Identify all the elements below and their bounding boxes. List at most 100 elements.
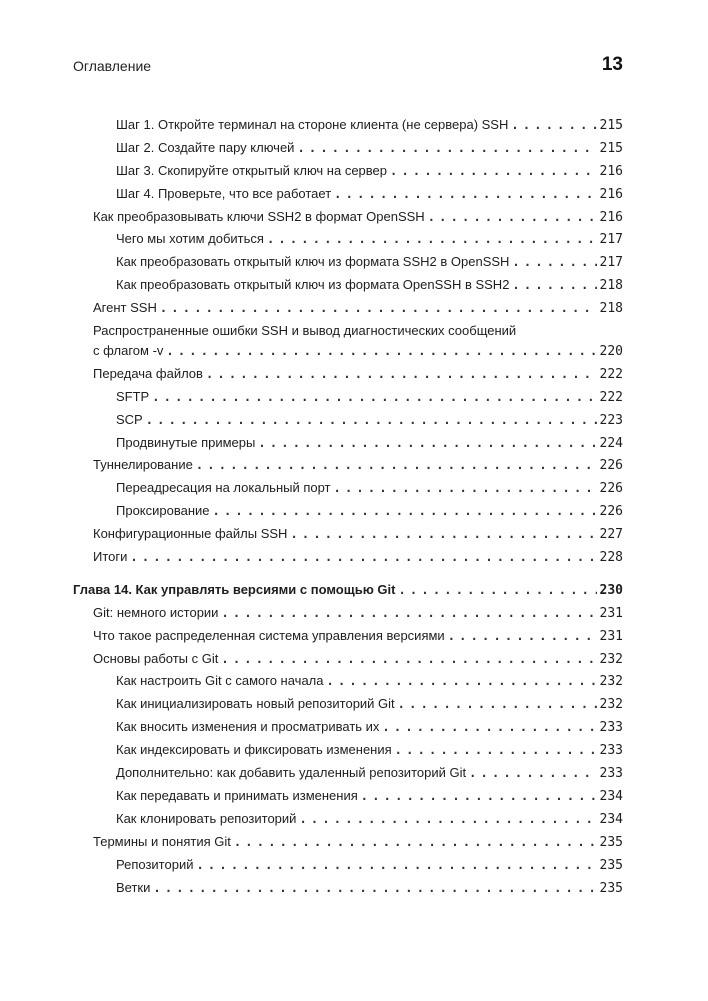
toc-entry[interactable]: Продвинутые примеры 224 bbox=[73, 435, 623, 458]
toc-entry-page: 233 bbox=[599, 766, 623, 782]
toc-entry-title: Передача файлов bbox=[93, 365, 203, 381]
toc-entry[interactable]: Git: немного истории 231 bbox=[73, 605, 623, 628]
toc-entry-page: 234 bbox=[599, 788, 623, 804]
dot-leader bbox=[382, 720, 596, 734]
dot-leader bbox=[213, 504, 597, 518]
toc-entry[interactable]: Дополнительно: как добавить удаленный ре… bbox=[73, 765, 623, 788]
toc-chapter-entry[interactable]: Глава 14. Как управлять версиями с помощ… bbox=[73, 582, 623, 605]
toc-entry-line[interactable]: Распространенные ошибки SSH и вывод диаг… bbox=[73, 323, 623, 343]
toc-entry[interactable]: Шаг 4. Проверьте, что все работает 216 bbox=[73, 186, 623, 209]
toc-entry-page: 218 bbox=[599, 278, 623, 294]
toc-entry-title: Чего мы хотим добиться bbox=[116, 231, 264, 247]
toc-entry[interactable]: Как клонировать репозиторий 234 bbox=[73, 811, 623, 834]
toc-entry-page: 217 bbox=[599, 255, 623, 271]
toc-entry-title: Агент SSH bbox=[93, 300, 157, 316]
toc-entry[interactable]: с флагом -v 220 bbox=[73, 343, 623, 366]
dot-leader bbox=[221, 652, 596, 666]
toc-entry-title: Основы работы с Git bbox=[93, 650, 219, 666]
toc-entry-page: 232 bbox=[599, 674, 623, 690]
toc-entry-page: 228 bbox=[599, 550, 623, 566]
toc-entry-title: Как преобразовать открытый ключ из форма… bbox=[116, 254, 510, 270]
dot-leader bbox=[196, 858, 596, 872]
toc-entry-page: 232 bbox=[599, 697, 623, 713]
toc-entry[interactable]: Конфигурационные файлы SSH 227 bbox=[73, 526, 623, 549]
toc-entry-title: Что такое распределенная система управле… bbox=[93, 627, 445, 643]
toc-entry-page: 230 bbox=[599, 582, 623, 598]
dot-leader bbox=[221, 606, 596, 620]
toc-entry[interactable]: Как настроить Git с самого начала 232 bbox=[73, 673, 623, 696]
dot-leader bbox=[206, 367, 597, 381]
dot-leader bbox=[390, 164, 597, 178]
toc-entry[interactable]: Проксирование 226 bbox=[73, 503, 623, 526]
toc-entry-title: SCP bbox=[116, 411, 143, 427]
dot-leader bbox=[290, 527, 596, 541]
toc-entry[interactable]: Шаг 2. Создайте пару ключей 215 bbox=[73, 140, 623, 163]
toc-entry[interactable]: Передача файлов 222 bbox=[73, 366, 623, 389]
toc-entry[interactable]: Как индексировать и фиксировать изменени… bbox=[73, 742, 623, 765]
toc-entry[interactable]: Переадресация на локальный порт 226 bbox=[73, 480, 623, 503]
toc-entry[interactable]: Как инициализировать новый репозиторий G… bbox=[73, 696, 623, 719]
toc-entry-page: 222 bbox=[599, 389, 623, 405]
dot-leader bbox=[166, 344, 596, 358]
dot-leader bbox=[512, 278, 596, 292]
toc-entry[interactable]: Туннелирование 226 bbox=[73, 457, 623, 480]
toc-entry-title: Туннелирование bbox=[93, 457, 193, 473]
toc-entry-page: 231 bbox=[599, 628, 623, 644]
dot-leader bbox=[469, 766, 596, 780]
toc-entry-title: Как клонировать репозиторий bbox=[116, 810, 297, 826]
toc-entry[interactable]: Основы работы с Git 232 bbox=[73, 651, 623, 674]
toc-entry-title: Итоги bbox=[93, 549, 128, 565]
dot-leader bbox=[160, 301, 597, 315]
toc-entry-page: 224 bbox=[599, 435, 623, 451]
toc-entry[interactable]: Как передавать и принимать изменения 234 bbox=[73, 788, 623, 811]
toc-entry-title: Конфигурационные файлы SSH bbox=[93, 526, 288, 542]
toc-entry-title: Шаг 3. Скопируйте открытый ключ на серве… bbox=[116, 162, 388, 178]
dot-leader bbox=[398, 697, 597, 711]
toc-entry[interactable]: SFTP 222 bbox=[73, 389, 623, 412]
toc-entry[interactable]: Ветки 235 bbox=[73, 880, 623, 903]
toc-entry[interactable]: Чего мы хотим добиться 217 bbox=[73, 231, 623, 254]
toc-entry[interactable]: SCP 223 bbox=[73, 412, 623, 435]
toc-entry-page: 216 bbox=[599, 163, 623, 179]
toc-entry-page: 227 bbox=[599, 527, 623, 543]
toc-entry-title: Шаг 1. Откройте терминал на стороне клие… bbox=[116, 117, 509, 132]
toc-entry-title: Переадресация на локальный порт bbox=[116, 480, 331, 496]
toc-entry-page: 232 bbox=[599, 651, 623, 667]
toc-entry[interactable]: Итоги 228 bbox=[73, 549, 623, 572]
toc-entry[interactable]: Шаг 3. Скопируйте открытый ключ на серве… bbox=[73, 163, 623, 186]
toc-entry[interactable]: Агент SSH 218 bbox=[73, 300, 623, 323]
dot-leader bbox=[395, 743, 597, 757]
dot-leader bbox=[334, 481, 597, 495]
toc-entry-page: 235 bbox=[599, 834, 623, 850]
toc-entry-title: Репозиторий bbox=[116, 856, 194, 872]
toc-entry[interactable]: Как преобразовывать ключи SSH2 в формат … bbox=[73, 209, 623, 232]
toc-entry-page: 231 bbox=[599, 605, 623, 621]
toc-entry-title: Как вносить изменения и просматривать их bbox=[116, 719, 380, 735]
toc-entry-page: 235 bbox=[599, 880, 623, 896]
toc-entry-page: 215 bbox=[599, 118, 623, 133]
toc-entry-title: Шаг 2. Создайте пару ключей bbox=[116, 139, 295, 155]
dot-leader bbox=[448, 629, 597, 643]
toc-entry[interactable]: Как вносить изменения и просматривать их… bbox=[73, 719, 623, 742]
toc-entry-title: Глава 14. Как управлять версиями с помощ… bbox=[73, 581, 396, 597]
toc-entry[interactable]: Шаг 1. Откройте терминал на стороне клие… bbox=[73, 117, 623, 140]
dot-leader bbox=[130, 550, 596, 564]
toc-entry[interactable]: Термины и понятия Git 235 bbox=[73, 834, 623, 857]
toc-entry[interactable]: Репозиторий 235 bbox=[73, 857, 623, 880]
toc-entry-title: Продвинутые примеры bbox=[116, 434, 256, 450]
toc-entry-title: Термины и понятия Git bbox=[93, 833, 231, 849]
dot-leader bbox=[196, 458, 597, 472]
dot-leader bbox=[299, 812, 596, 826]
toc-entry[interactable]: Что такое распределенная система управле… bbox=[73, 628, 623, 651]
toc-entry-title: Дополнительно: как добавить удаленный ре… bbox=[116, 765, 467, 781]
toc-entry-title: с флагом -v bbox=[93, 343, 164, 359]
toc-entry-title: Как преобразовывать ключи SSH2 в формат … bbox=[93, 208, 425, 224]
toc-entry-title: Ветки bbox=[116, 879, 151, 895]
toc-entry[interactable]: Как преобразовать открытый ключ из форма… bbox=[73, 277, 623, 300]
dot-leader bbox=[428, 210, 597, 224]
toc-entry-title: Git: немного истории bbox=[93, 604, 219, 620]
toc-entry-page: 216 bbox=[599, 186, 623, 202]
toc-entry[interactable]: Как преобразовать открытый ключ из форма… bbox=[73, 254, 623, 277]
dot-leader bbox=[152, 390, 596, 404]
toc-entry-title: SFTP bbox=[116, 388, 150, 404]
